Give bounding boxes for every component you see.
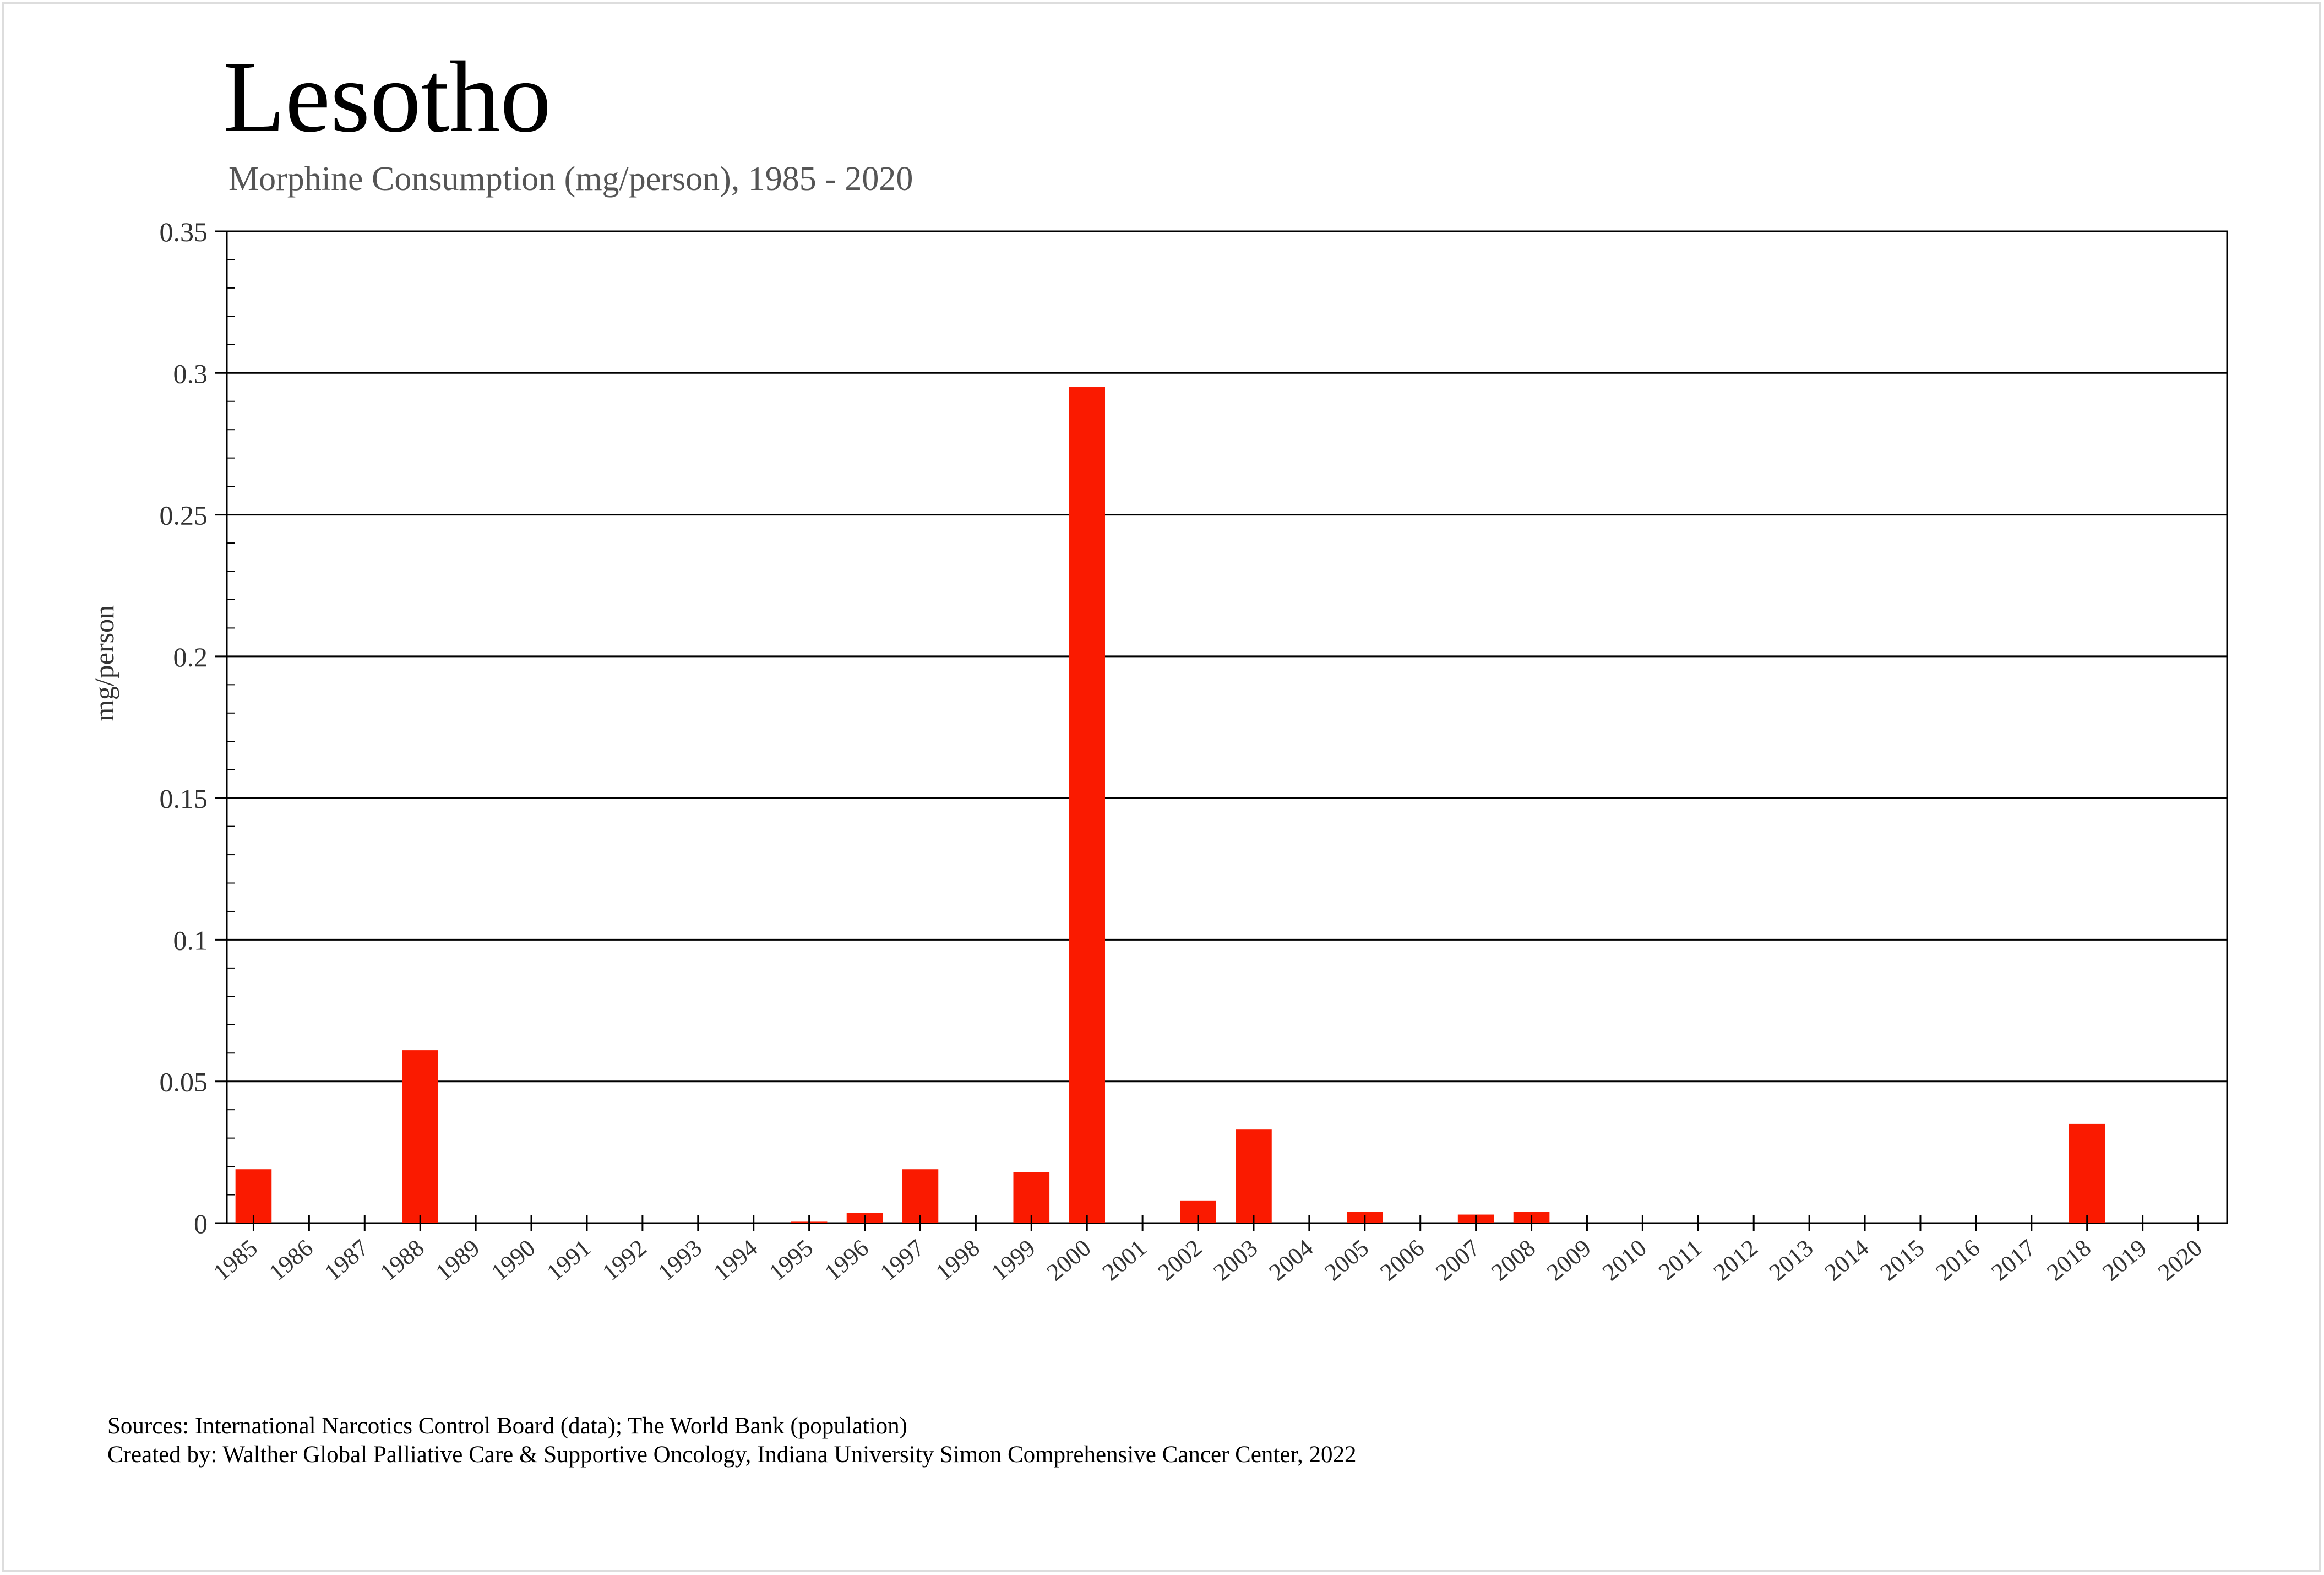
- x-tick-label: 2019: [2097, 1234, 2152, 1286]
- created-by-note: Created by: Walther Global Palliative Ca…: [107, 1442, 1357, 1468]
- x-tick-label: 1994: [708, 1234, 763, 1286]
- x-tick-label: 1993: [652, 1234, 707, 1286]
- x-tick-label: 2010: [1597, 1234, 1652, 1286]
- y-tick-label: 0.15: [160, 783, 208, 814]
- y-tick-label: 0: [194, 1208, 208, 1239]
- bar-2018: [2069, 1123, 2105, 1223]
- x-tick-label: 2011: [1653, 1234, 1707, 1285]
- x-tick-label: 2020: [2153, 1234, 2207, 1286]
- x-tick-label: 2000: [1042, 1234, 1096, 1286]
- y-tick-label: 0.2: [173, 642, 208, 672]
- chart-title: Lesotho: [223, 41, 552, 154]
- x-tick-label: 2014: [1820, 1234, 1874, 1286]
- sources-note: Sources: International Narcotics Control…: [107, 1413, 907, 1439]
- x-tick-label: 1996: [819, 1234, 874, 1286]
- x-tick-label: 2013: [1764, 1234, 1819, 1286]
- bar-1985: [235, 1169, 272, 1223]
- x-tick-label: 1989: [431, 1234, 485, 1286]
- x-tick-label: 1998: [930, 1234, 985, 1286]
- x-tick-label: 2009: [1542, 1234, 1596, 1286]
- x-tick-label: 1990: [486, 1234, 541, 1286]
- bar-1997: [902, 1169, 939, 1223]
- bar-1999: [1013, 1172, 1050, 1223]
- x-tick-label: 1988: [375, 1234, 429, 1286]
- bar-2000: [1069, 387, 1106, 1223]
- x-tick-label: 2007: [1430, 1234, 1485, 1286]
- x-tick-label: 2012: [1708, 1234, 1763, 1286]
- x-tick-label: 2015: [1875, 1234, 1929, 1286]
- x-tick-label: 1986: [264, 1234, 318, 1286]
- x-tick-label: 2008: [1486, 1234, 1541, 1286]
- x-tick-label: 1995: [764, 1234, 818, 1286]
- x-tick-label: 1991: [541, 1234, 596, 1286]
- y-tick-label: 0.35: [160, 216, 208, 247]
- x-tick-label: 2004: [1264, 1234, 1318, 1286]
- x-tick-label: 2001: [1097, 1234, 1152, 1286]
- plot-border: [226, 230, 2228, 1224]
- x-tick-label: 2018: [2042, 1234, 2096, 1286]
- y-tick-label: 0.05: [160, 1067, 208, 1098]
- x-tick-label: 1997: [875, 1234, 929, 1286]
- bar-1988: [402, 1050, 439, 1223]
- x-tick-label: 2006: [1375, 1234, 1429, 1286]
- chart-subtitle: Morphine Consumption (mg/person), 1985 -…: [228, 160, 913, 198]
- x-tick-label: 2002: [1153, 1234, 1207, 1286]
- x-tick-label: 2003: [1208, 1234, 1262, 1286]
- y-tick-label: 0.1: [173, 925, 208, 955]
- x-tick-label: 2017: [1986, 1234, 2040, 1286]
- y-tick-label: 0.3: [173, 358, 208, 389]
- y-tick-label: 0.25: [160, 500, 208, 531]
- x-tick-label: 2005: [1319, 1234, 1374, 1286]
- x-tick-label: 1999: [986, 1234, 1041, 1286]
- x-tick-label: 1987: [319, 1234, 374, 1286]
- x-tick-label: 1985: [208, 1234, 263, 1286]
- bar-2003: [1236, 1129, 1272, 1223]
- x-tick-label: 1992: [597, 1234, 651, 1286]
- x-tick-label: 2016: [1930, 1234, 1985, 1286]
